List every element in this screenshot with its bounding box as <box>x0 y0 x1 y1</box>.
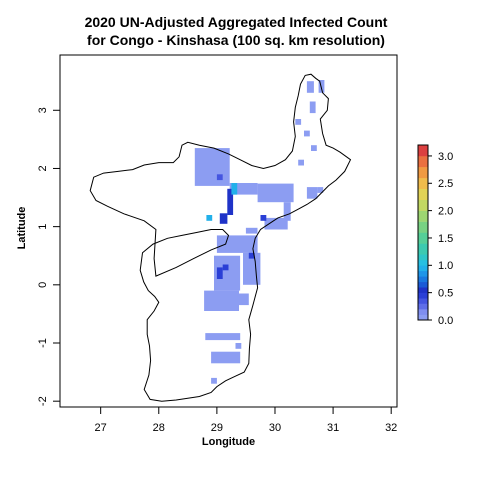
raster-cell <box>216 235 258 253</box>
chart-title-line2: for Congo - Kinshasa (100 sq. km resolut… <box>87 32 385 48</box>
y-axis-label: Latitude <box>16 207 28 250</box>
legend-band <box>418 188 428 200</box>
y-tick-label: -2 <box>37 396 49 406</box>
legend-band <box>418 259 428 266</box>
y-tick-label: 3 <box>37 107 49 113</box>
y-tick-label: 2 <box>37 165 49 171</box>
raster-cell <box>211 351 241 364</box>
raster-cell <box>227 188 234 215</box>
raster-cell <box>311 145 317 151</box>
legend-tick-label: 1.0 <box>438 260 453 272</box>
legend-band <box>418 221 428 233</box>
x-tick-label: 32 <box>385 422 397 434</box>
x-tick-label: 28 <box>153 422 165 434</box>
raster-cell <box>231 183 238 195</box>
x-tick-label: 31 <box>327 422 339 434</box>
legend-ticks: 0.0 0.5 1.0 1.5 2.0 2.5 3.0 <box>428 151 453 327</box>
raster-cell <box>248 252 255 259</box>
chart-title-line1: 2020 UN-Adjusted Aggregated Infected Cou… <box>85 14 388 30</box>
raster-cell <box>216 174 223 181</box>
raster-cell <box>304 130 310 137</box>
raster-cell <box>216 267 223 279</box>
y-axis: -2 -1 0 1 2 3 <box>37 107 61 406</box>
y-tick-label: -1 <box>37 338 49 348</box>
raster-cells <box>194 80 325 384</box>
x-tick-label: 27 <box>95 422 107 434</box>
legend-tick-label: 1.5 <box>438 233 453 245</box>
plot-area <box>59 54 398 408</box>
raster-cell <box>317 187 324 193</box>
legend-tick-label: 0.0 <box>438 315 453 327</box>
legend-band <box>418 199 428 211</box>
color-legend: 0.0 0.5 1.0 1.5 2.0 2.5 3.0 <box>417 144 453 327</box>
x-axis: 27 28 29 30 31 32 <box>95 406 397 434</box>
raster-cell <box>306 81 314 93</box>
raster-cell <box>260 215 267 221</box>
legend-band <box>418 287 428 293</box>
raster-cell <box>204 290 239 311</box>
legend-band <box>418 314 428 321</box>
legend-band <box>418 270 428 277</box>
raster-cell <box>306 187 318 199</box>
raster-cell <box>229 183 258 195</box>
legend-tick-label: 2.0 <box>438 205 453 217</box>
legend-colorbar <box>418 145 428 321</box>
legend-band <box>418 303 428 310</box>
x-tick-label: 29 <box>211 422 223 434</box>
raster-cell <box>194 148 230 186</box>
legend-tick-label: 0.5 <box>438 288 453 300</box>
raster-cell <box>237 293 249 306</box>
legend-tick-label: 2.5 <box>438 178 453 190</box>
legend-band <box>418 292 428 299</box>
legend-band <box>418 265 428 272</box>
raster-cell <box>245 227 258 234</box>
raster-cell <box>219 213 228 224</box>
raster-cell <box>257 183 294 203</box>
x-tick-label: 30 <box>269 422 281 434</box>
legend-band <box>418 155 428 168</box>
raster-cell <box>298 159 304 166</box>
raster-cell <box>206 215 213 221</box>
legend-tick-label: 3.0 <box>438 151 453 163</box>
raster-cell <box>235 343 242 349</box>
raster-cell <box>309 101 316 114</box>
raster-cell <box>205 333 241 341</box>
legend-band <box>418 281 428 288</box>
province-boundary <box>89 73 352 402</box>
legend-band <box>418 243 428 255</box>
raster-cell <box>295 119 302 125</box>
legend-band <box>418 298 428 304</box>
raster-cell <box>283 202 291 221</box>
raster-cell <box>222 264 229 271</box>
legend-band <box>418 309 428 315</box>
legend-band <box>418 166 428 179</box>
legend-band <box>418 232 428 244</box>
raster-cell <box>264 217 288 230</box>
legend-band <box>418 145 428 157</box>
raster-cell <box>211 377 217 384</box>
legend-band <box>418 177 428 189</box>
y-tick-label: 0 <box>37 282 49 288</box>
legend-band <box>418 276 428 283</box>
x-axis-label: Longitude <box>202 436 255 448</box>
y-tick-label: 1 <box>37 224 49 230</box>
legend-frame <box>417 144 429 321</box>
legend-band <box>418 210 428 222</box>
legend-band <box>418 254 428 261</box>
